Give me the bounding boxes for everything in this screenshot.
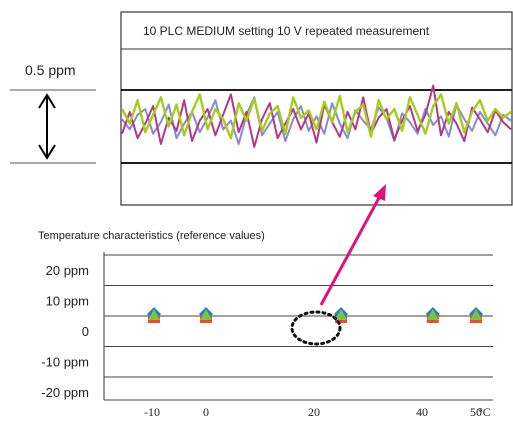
temp-x-tick-label: 50 <box>470 405 482 419</box>
temp-x-tick-labels: -10 0 20 40 50 <box>144 405 482 419</box>
callout-arrow-head <box>373 184 386 201</box>
temp-x-tick-label: -10 <box>144 405 160 419</box>
scale-label: 0.5 ppm <box>25 62 76 78</box>
temp-marker-triangle <box>148 309 160 320</box>
noise-series-line-2 <box>121 84 512 148</box>
noise-series-line-1 <box>121 96 512 145</box>
temp-y-tick-label: -10 ppm <box>41 355 89 370</box>
temp-point-group <box>147 307 483 323</box>
noise-chart: 10 PLC MEDIUM setting 10 V repeated meas… <box>120 11 513 206</box>
temp-marker-triangle <box>200 309 212 320</box>
temp-marker-triangle <box>470 309 482 320</box>
temp-y-tick-label: 0 <box>82 324 89 339</box>
noise-series-group <box>120 84 512 148</box>
temp-y-tick-label: -20 ppm <box>41 385 89 400</box>
temp-x-tick-label: 40 <box>416 405 428 419</box>
temp-marker-triangle <box>335 309 347 320</box>
scale-indicator: 0.5 ppm <box>10 62 96 164</box>
temp-x-unit: °C <box>478 405 491 419</box>
callout-arrow <box>319 184 386 306</box>
temperature-chart: Temperature characteristics (reference v… <box>38 230 493 419</box>
temp-marker-triangle <box>426 309 439 320</box>
callout-arrow-shaft <box>319 195 382 306</box>
scale-arrow-up-head <box>38 93 56 109</box>
temp-x-tick-label: 0 <box>203 405 209 419</box>
scale-arrow-down-head <box>38 144 56 160</box>
temp-grid <box>104 254 493 401</box>
temp-y-tick-labels: 20 ppm 10 ppm 0 -10 ppm -20 ppm <box>41 263 89 400</box>
noise-chart-title: 10 PLC MEDIUM setting 10 V repeated meas… <box>143 24 430 38</box>
noise-series-line-3 <box>120 93 512 140</box>
temp-y-tick-label: 20 ppm <box>46 263 89 278</box>
temperature-chart-title: Temperature characteristics (reference v… <box>38 230 265 242</box>
temp-x-tick-label: 20 <box>308 405 320 419</box>
highlight-circle <box>290 310 342 346</box>
temp-y-tick-label: 10 ppm <box>46 294 89 309</box>
